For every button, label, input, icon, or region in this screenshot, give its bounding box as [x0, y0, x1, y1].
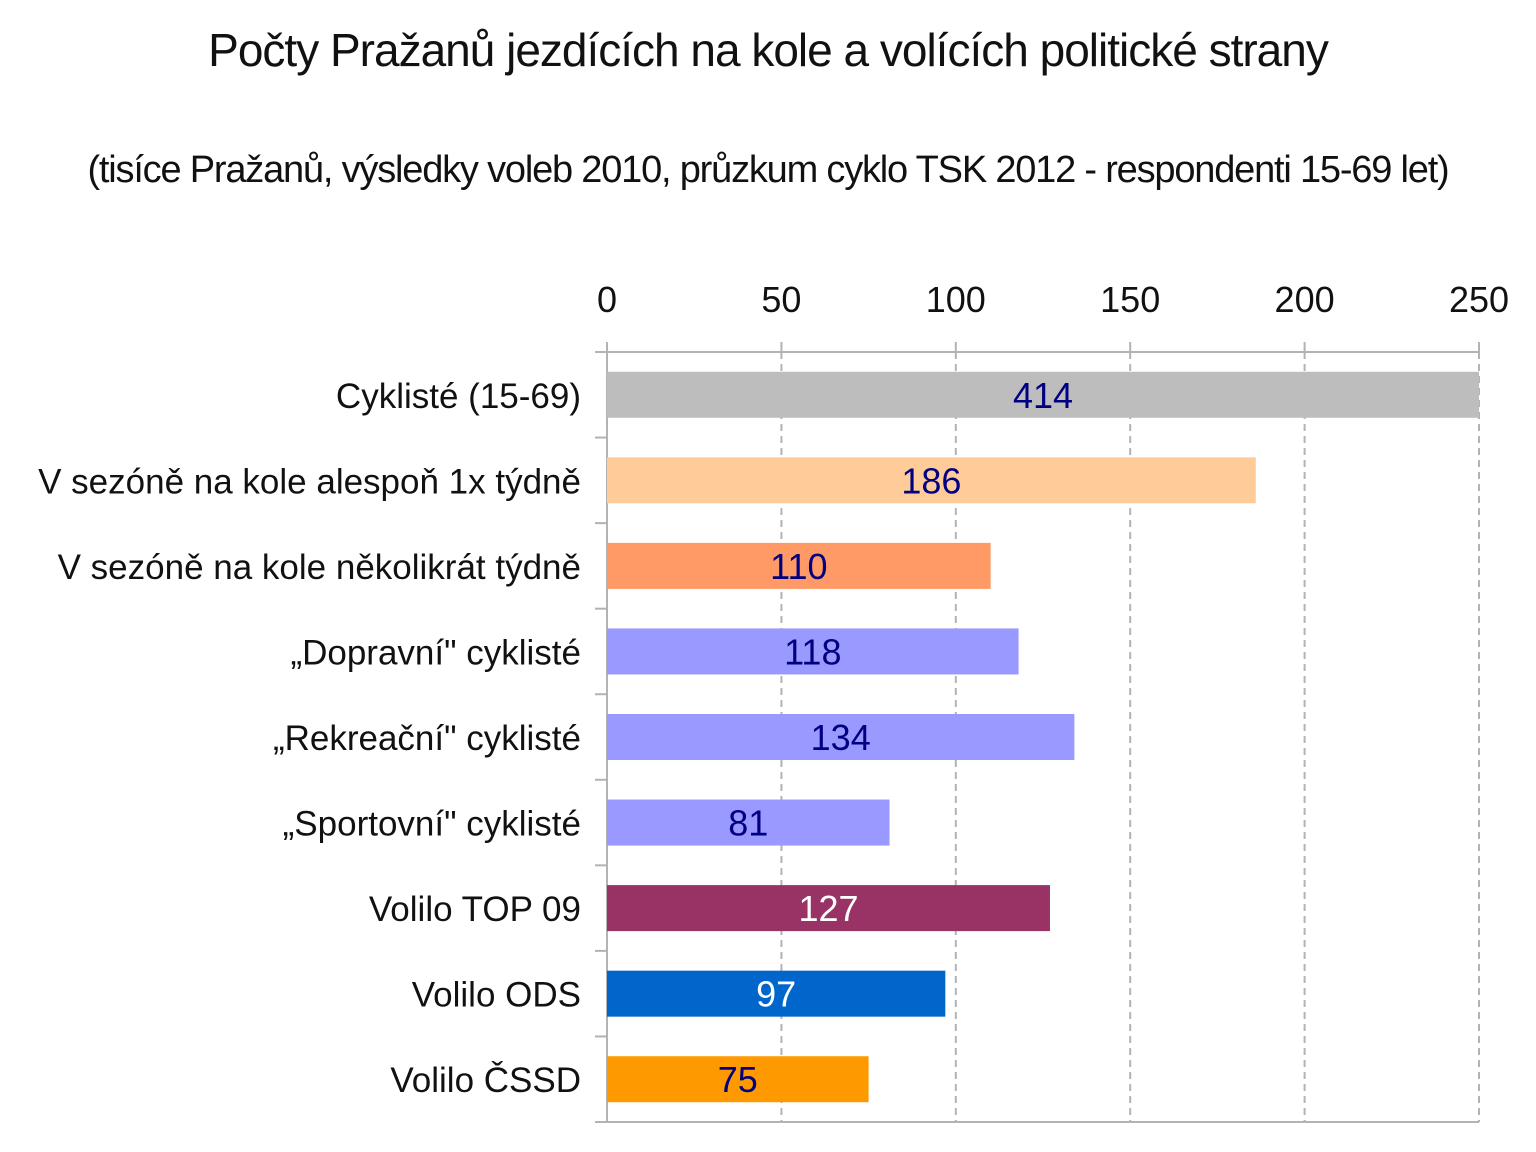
bar-9 — [607, 1056, 869, 1103]
category-label-4: „Dopravní" cyklisté — [290, 633, 581, 672]
x-tick-label-100: 100 — [926, 279, 986, 320]
category-label-2: V sezóně na kole alespoň 1x týdně — [38, 462, 581, 501]
x-tick-label-0: 0 — [597, 279, 617, 320]
bars — [607, 371, 1479, 1103]
data-label-5: 134 — [811, 717, 871, 758]
category-label-8: Volilo ODS — [412, 976, 581, 1015]
bar-3 — [607, 542, 991, 589]
bar-6 — [607, 799, 890, 846]
category-label-5: „Rekreační" cyklisté — [273, 719, 581, 758]
data-label-2: 186 — [901, 460, 961, 501]
bar-2 — [607, 457, 1256, 504]
data-label-4: 118 — [784, 631, 841, 672]
x-tick-label-200: 200 — [1275, 279, 1335, 320]
data-label-9: 75 — [718, 1059, 758, 1100]
x-tick-label-250: 250 — [1449, 279, 1509, 320]
category-label-3: V sezóně na kole několikrát týdně — [58, 548, 581, 587]
data-label-3: 110 — [770, 546, 827, 587]
data-label-8: 97 — [756, 974, 796, 1015]
x-tick-label-50: 50 — [761, 279, 801, 320]
category-label-9: Volilo ČSSD — [390, 1061, 581, 1100]
bar-7 — [607, 885, 1050, 932]
category-labels: Cyklisté (15-69) V sezóně na kole alespoň… — [38, 377, 581, 1100]
bar-1 — [607, 371, 1479, 418]
bar-5 — [607, 714, 1075, 760]
data-label-1: 414 — [1013, 375, 1073, 416]
bar-4 — [607, 628, 1019, 675]
category-label-7: Volilo TOP 09 — [369, 890, 581, 929]
chart-subtitle: (tisíce Pražanů, výsledky voleb 2010, pr… — [87, 149, 1449, 191]
category-label-1: Cyklisté (15-69) — [336, 377, 581, 416]
x-tick-label-150: 150 — [1100, 279, 1160, 320]
data-labels: 414 186 110 118 134 81 127 97 75 — [718, 375, 1073, 1100]
data-label-7: 127 — [798, 888, 858, 929]
category-label-6: „Sportovní" cyklisté — [283, 805, 581, 844]
bar-8 — [607, 970, 946, 1017]
x-axis-tick-labels: 0 50 100 150 200 250 — [597, 279, 1509, 320]
chart-title: Počty Pražanů jezdících na kole a volící… — [208, 24, 1329, 76]
data-label-6: 81 — [728, 803, 768, 844]
